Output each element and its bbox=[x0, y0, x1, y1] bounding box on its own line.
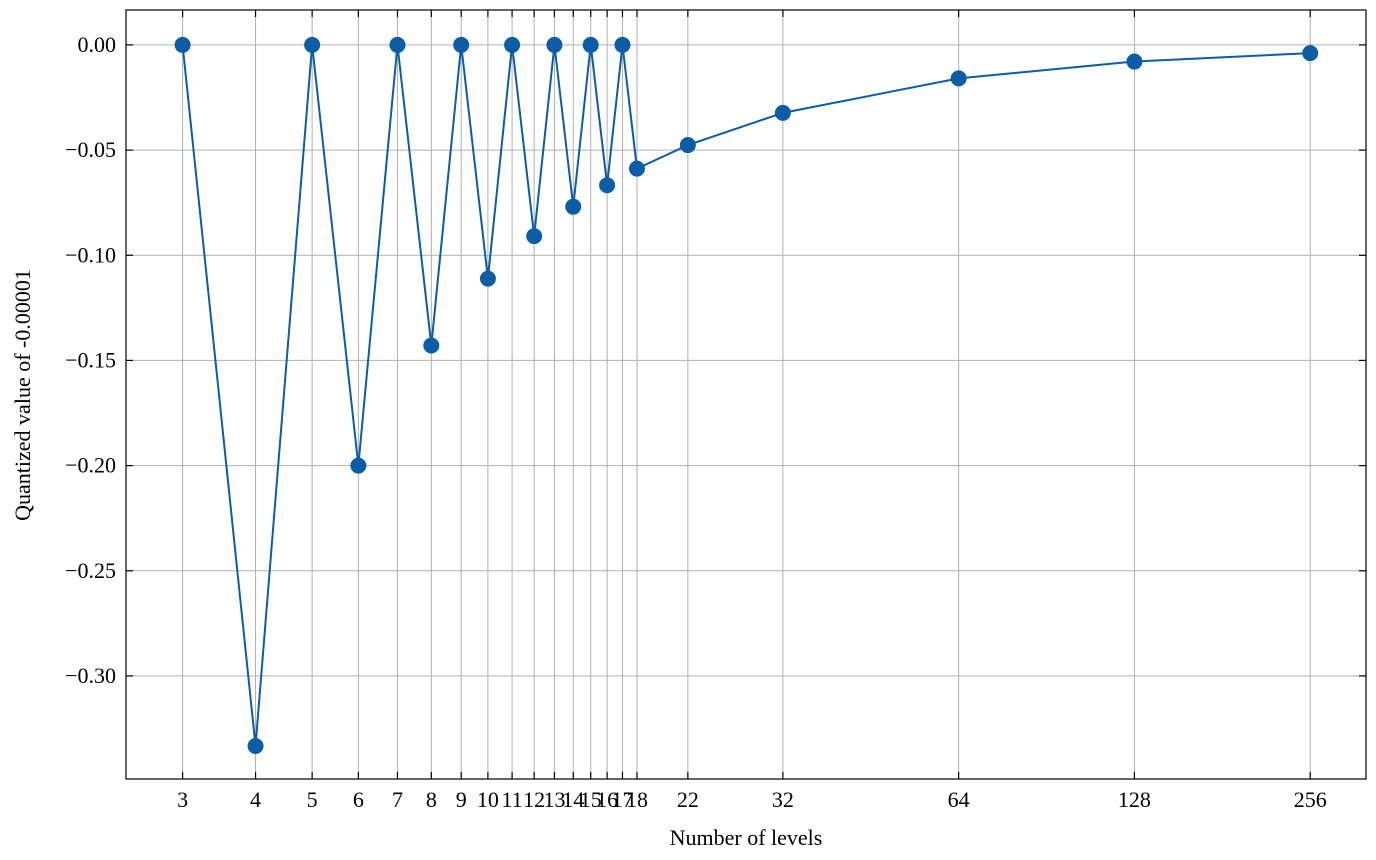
y-tick-label: −0.05 bbox=[65, 137, 116, 162]
x-tick-label: 9 bbox=[456, 787, 467, 812]
x-tick-label: 12 bbox=[523, 787, 545, 812]
y-tick-label: −0.20 bbox=[65, 453, 116, 478]
x-tick-label: 3 bbox=[177, 787, 188, 812]
y-tick-label: −0.30 bbox=[65, 663, 116, 688]
data-point bbox=[950, 70, 967, 87]
data-point bbox=[504, 36, 521, 53]
y-tick-label: −0.10 bbox=[65, 242, 116, 267]
data-point bbox=[546, 36, 563, 53]
data-point bbox=[582, 36, 599, 53]
x-tick-label: 14 bbox=[562, 787, 584, 812]
x-tick-label: 7 bbox=[392, 787, 403, 812]
data-point bbox=[247, 737, 264, 754]
data-point bbox=[304, 36, 321, 53]
data-point bbox=[479, 270, 496, 287]
x-tick-label: 4 bbox=[250, 787, 261, 812]
x-axis-label: Number of levels bbox=[670, 825, 823, 850]
data-point bbox=[679, 137, 696, 154]
x-tick-label: 6 bbox=[353, 787, 364, 812]
data-point bbox=[389, 36, 406, 53]
x-tick-label: 11 bbox=[501, 787, 522, 812]
y-tick-label: −0.15 bbox=[65, 347, 116, 372]
y-tick-label: −0.25 bbox=[65, 558, 116, 583]
data-point bbox=[423, 337, 440, 354]
y-axis-label: Quantized value of -0.00001 bbox=[10, 269, 35, 521]
x-tick-label: 22 bbox=[677, 787, 699, 812]
y-tick-label: 0.00 bbox=[78, 32, 117, 57]
data-point bbox=[1302, 45, 1319, 62]
x-tick-label: 18 bbox=[626, 787, 648, 812]
data-point bbox=[628, 160, 645, 177]
data-point bbox=[350, 457, 367, 474]
data-point bbox=[1126, 53, 1143, 70]
data-point bbox=[565, 198, 582, 215]
x-tick-label: 128 bbox=[1118, 787, 1151, 812]
x-tick-label: 256 bbox=[1294, 787, 1327, 812]
x-tick-label: 10 bbox=[477, 787, 499, 812]
data-point bbox=[453, 36, 470, 53]
x-tick-label: 15 bbox=[580, 787, 602, 812]
x-tick-label: 13 bbox=[543, 787, 565, 812]
x-tick-label: 64 bbox=[948, 787, 970, 812]
plot-frame bbox=[125, 9, 1367, 780]
x-tick-label: 32 bbox=[772, 787, 794, 812]
data-point bbox=[614, 36, 631, 53]
x-tick-label: 8 bbox=[426, 787, 437, 812]
x-tick-label: 16 bbox=[596, 787, 618, 812]
data-point bbox=[174, 36, 191, 53]
x-tick-label: 5 bbox=[307, 787, 318, 812]
x-tick-label: 17 bbox=[611, 787, 633, 812]
data-point bbox=[526, 228, 543, 245]
data-point bbox=[599, 177, 616, 194]
data-point bbox=[774, 104, 791, 121]
